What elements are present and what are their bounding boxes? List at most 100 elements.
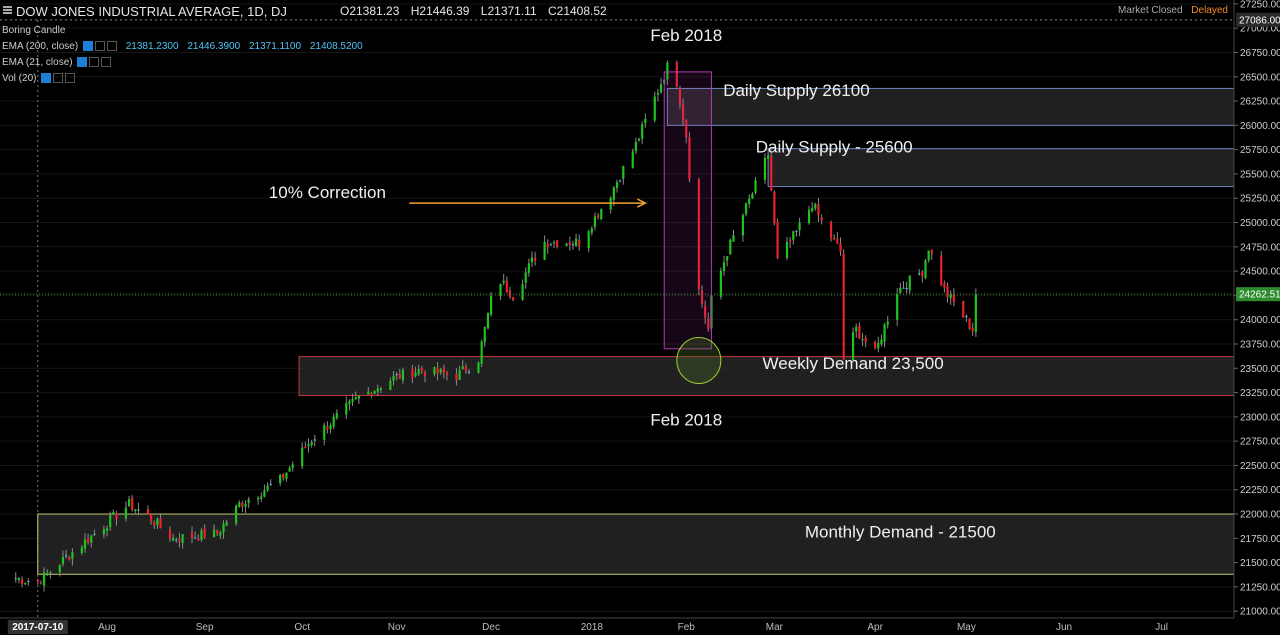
- candle-body: [546, 243, 549, 248]
- eye-icon[interactable]: [89, 57, 100, 68]
- candle-body: [354, 397, 357, 400]
- candle-body: [417, 369, 420, 375]
- settings-icon[interactable]: [41, 73, 52, 84]
- candle-body: [87, 538, 90, 543]
- price-tick-label: 23500.00: [1240, 364, 1280, 375]
- price-tick-label: 25250.00: [1240, 194, 1280, 205]
- candle-body: [886, 321, 889, 325]
- candle-body: [124, 507, 128, 519]
- annotation-label: 10% Correction: [269, 183, 386, 202]
- last-price-label: 24262.51: [1239, 290, 1280, 301]
- candle-body: [304, 446, 307, 448]
- candle-body: [968, 318, 971, 329]
- candle-body: [590, 228, 593, 233]
- candle-body: [851, 332, 855, 361]
- candle-body: [326, 426, 329, 430]
- candle-body: [556, 240, 559, 248]
- candle-body: [411, 368, 414, 378]
- candle-body: [61, 557, 65, 565]
- indicator-boring-candle[interactable]: Boring Candle: [2, 25, 65, 39]
- price-tick-label: 21500.00: [1240, 558, 1280, 569]
- ohlc-high: H21446.39: [410, 4, 470, 18]
- candle-body: [307, 443, 310, 447]
- candle-body: [389, 380, 392, 390]
- candle-body: [137, 509, 140, 511]
- candle-body: [282, 473, 285, 478]
- candle-body: [732, 235, 735, 242]
- time-tick-label: May: [957, 622, 976, 633]
- price-tick-label: 23250.00: [1240, 388, 1280, 399]
- price-tick-label: 21250.00: [1240, 582, 1280, 593]
- candle-body: [379, 388, 383, 390]
- settings-icon[interactable]: [77, 57, 88, 68]
- candle-body: [36, 579, 39, 582]
- price-tick-label: 23750.00: [1240, 339, 1280, 350]
- candle-body: [445, 372, 449, 375]
- candle-body: [839, 243, 842, 252]
- candle-body: [600, 209, 603, 220]
- candle-body: [612, 187, 615, 200]
- candle-body: [168, 529, 172, 539]
- candle-body: [80, 547, 83, 554]
- price-tick-label: 25500.00: [1240, 169, 1280, 180]
- eye-icon[interactable]: [94, 41, 105, 52]
- time-tick-label: Feb: [678, 622, 696, 633]
- indicator-volume[interactable]: Vol (20): [2, 73, 76, 87]
- close-icon[interactable]: [65, 73, 76, 84]
- candle-body: [744, 203, 748, 215]
- price-tick-label: 21000.00: [1240, 607, 1280, 618]
- candle-body: [420, 368, 423, 372]
- market-closed-label: Market Closed: [1118, 5, 1183, 16]
- price-tick-label: 26000.00: [1240, 121, 1280, 132]
- candle-body: [83, 539, 87, 549]
- candle-body: [943, 283, 946, 288]
- candle-body: [505, 280, 508, 292]
- candle-body: [370, 393, 373, 396]
- price-tick-label: 26500.00: [1240, 72, 1280, 83]
- candle-body: [795, 230, 798, 232]
- symbol-title[interactable]: DOW JONES INDUSTRIAL AVERAGE, 1D, DJ: [16, 4, 287, 19]
- zone-box: [37, 513, 1235, 575]
- top-price-tag: [1236, 12, 1280, 27]
- menu-icon[interactable]: [3, 6, 12, 14]
- indicator-ema-200[interactable]: EMA (200, close) 21381.2300 21446.3900 2…: [2, 41, 369, 55]
- candle-body: [571, 244, 575, 246]
- ohlc-close: C21408.52: [547, 4, 607, 18]
- annotation-label: Daily Supply - 25600: [756, 138, 913, 157]
- candle-body: [512, 297, 515, 301]
- indicator-ema-21[interactable]: EMA (21, close): [2, 57, 112, 71]
- candle-body: [483, 327, 486, 343]
- close-icon[interactable]: [106, 41, 117, 52]
- candle-body: [754, 180, 757, 193]
- candle-body: [477, 362, 480, 373]
- candle-body: [899, 287, 902, 293]
- candle-body: [587, 231, 590, 249]
- settings-icon[interactable]: [82, 41, 93, 52]
- candle-body: [697, 179, 700, 290]
- candle-body: [27, 581, 30, 583]
- candle-body: [105, 528, 109, 531]
- close-icon[interactable]: [101, 57, 112, 68]
- eye-icon[interactable]: [53, 73, 64, 84]
- candle-body: [323, 425, 326, 440]
- annotations: Feb 2018 Daily Supply 26100 Daily Supply -…: [269, 26, 996, 542]
- candle-body: [883, 324, 886, 342]
- candle-body: [568, 242, 571, 246]
- overlays: [0, 71, 1234, 384]
- candle-body: [811, 208, 814, 212]
- price-tick-label: 25750.00: [1240, 145, 1280, 156]
- annotation-label: Feb 2018: [650, 26, 722, 45]
- candle-body: [653, 96, 656, 121]
- price-tick-label: 22000.00: [1240, 510, 1280, 521]
- last-price-tag: [1236, 287, 1280, 302]
- candle-body: [49, 572, 52, 574]
- candle-body: [637, 138, 641, 141]
- candle-body: [908, 275, 911, 291]
- price-tick-label: 21750.00: [1240, 534, 1280, 545]
- candle-body: [172, 537, 175, 541]
- candle-body: [150, 514, 153, 522]
- annotation-label: Feb 2018: [650, 411, 722, 430]
- demand-ellipse: [676, 337, 722, 384]
- candle-body: [367, 391, 370, 395]
